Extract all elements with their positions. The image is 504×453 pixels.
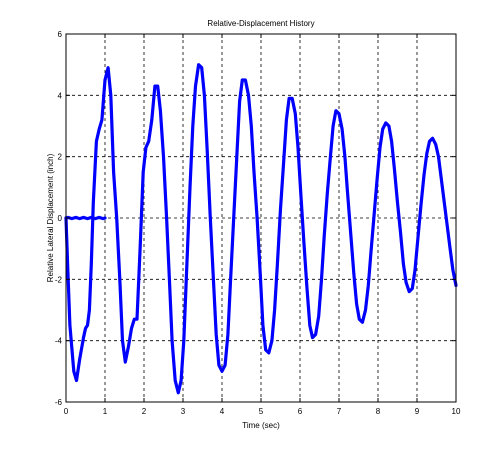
chart-title: Relative-Displacement History [207,19,314,28]
x-axis-label: Time (sec) [242,421,280,430]
y-tick-label: -2 [55,275,63,284]
x-tick-label: 7 [337,407,342,416]
x-tick-label: 8 [376,407,381,416]
x-tick-label: 1 [103,407,108,416]
x-tick-label: 5 [259,407,264,416]
series-line-1 [64,63,458,395]
y-axis-label: Relative Lateral Displacement (inch) [46,153,55,282]
y-tick-label: -6 [55,398,63,407]
tick-marks [65,33,457,403]
x-tick-label: 6 [298,407,303,416]
x-tick-label: 3 [181,407,186,416]
x-tick-label: 9 [415,407,420,416]
series-group [64,63,458,395]
y-tick-label: 2 [58,153,63,162]
x-tick-label: 4 [220,407,225,416]
y-tick-label: 0 [58,214,63,223]
y-tick-labels: -6 -4 -2 0 2 4 6 [55,30,63,407]
series-line-2 [64,215,107,221]
x-tick-labels: 0 1 2 3 4 5 6 7 8 9 10 [64,407,461,416]
x-tick-label: 2 [142,407,147,416]
x-tick-label: 0 [64,407,69,416]
y-tick-label: 4 [58,91,63,100]
y-tick-label: 6 [58,30,63,39]
x-tick-label: 10 [452,407,461,416]
y-tick-label: -4 [55,337,63,346]
